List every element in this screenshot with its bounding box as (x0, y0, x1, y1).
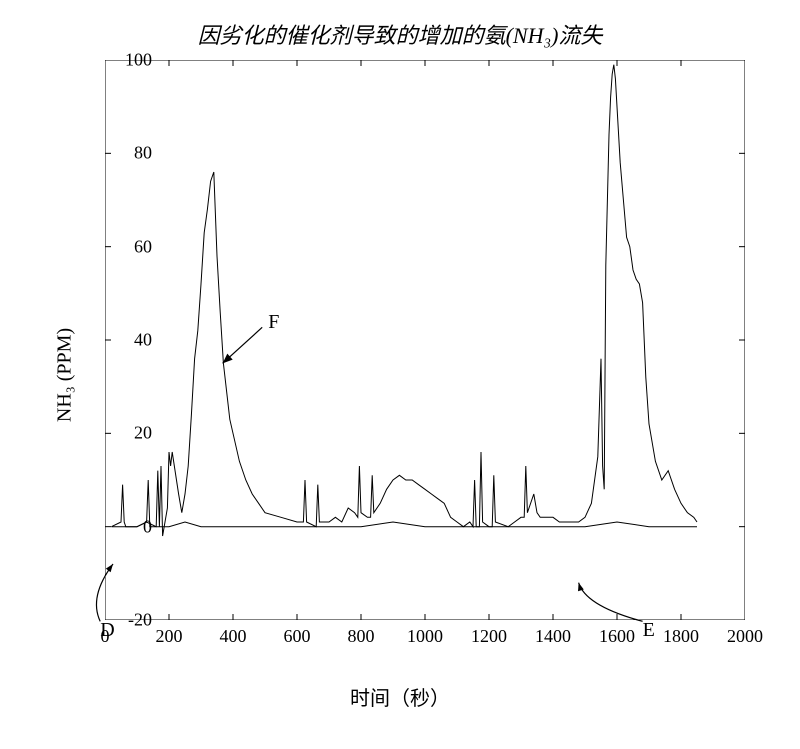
y-axis-label: NH₃ (PPM) (54, 327, 77, 421)
annotation-E: E (643, 619, 655, 642)
x-tick-label: 200 (156, 626, 183, 647)
x-tick-label: 1000 (407, 626, 443, 647)
axis-box (105, 60, 745, 620)
series-baseline (111, 522, 697, 527)
plot-svg (105, 60, 745, 620)
x-tick-label: 1400 (535, 626, 571, 647)
x-tick-label: 1600 (599, 626, 635, 647)
series-degraded-catalyst (111, 65, 697, 536)
y-tick-label: 80 (102, 143, 152, 164)
annotation-D: D (100, 619, 114, 642)
x-axis-label: 时间（秒） (0, 682, 800, 711)
y-tick-label: 0 (102, 516, 152, 537)
y-tick-label: 60 (102, 236, 152, 257)
plot-area (105, 60, 745, 620)
y-tick-label: 20 (102, 423, 152, 444)
x-tick-label: 800 (348, 626, 375, 647)
x-tick-label: 600 (284, 626, 311, 647)
annotation-F: F (268, 311, 279, 334)
x-tick-label: 2000 (727, 626, 763, 647)
y-tick-label: 100 (102, 50, 152, 71)
chart-container: 因劣化的催化剂导致的增加的氨(NH₃)流失 NH₃ (PPM) 时间（秒） 0 2… (0, 0, 800, 749)
chart-title: 因劣化的催化剂导致的增加的氨(NH₃)流失 (0, 18, 800, 50)
x-tick-label: 1200 (471, 626, 507, 647)
x-tick-label: 1800 (663, 626, 699, 647)
y-tick-label: 40 (102, 330, 152, 351)
x-tick-label: 400 (220, 626, 247, 647)
